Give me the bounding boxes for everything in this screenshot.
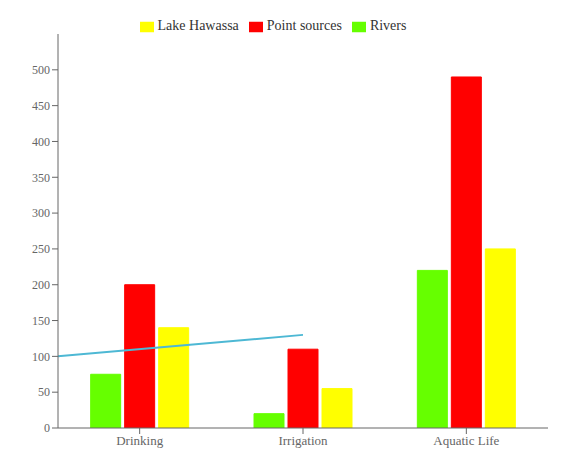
svg-text:500: 500 [32,63,50,77]
svg-text:Drinking: Drinking [116,433,163,448]
svg-text:200: 200 [32,278,50,292]
svg-text:450: 450 [32,99,50,113]
svg-text:Aquatic Life: Aquatic Life [433,433,499,448]
svg-text:100: 100 [32,350,50,364]
svg-text:Irrigation: Irrigation [278,433,328,448]
svg-text:150: 150 [32,314,50,328]
html-text:Rivers: Rivers [369,18,407,33]
html-text:Lake Hawassa: Lake Hawassa [157,18,239,33]
html-text:Point sources: Point sources [266,18,342,33]
svg-text:250: 250 [32,242,50,256]
svg-text:300: 300 [32,206,50,220]
svg-text:50: 50 [38,385,50,399]
svg-text:400: 400 [32,135,50,149]
svg-text:0: 0 [44,421,50,435]
svg-text:350: 350 [32,171,50,185]
